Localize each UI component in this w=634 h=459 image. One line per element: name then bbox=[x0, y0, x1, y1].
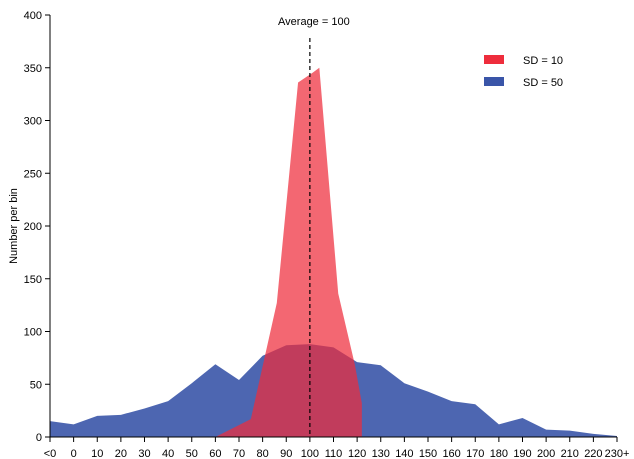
average-annotation: Average = 100 bbox=[278, 16, 350, 437]
x-tick-label: 20 bbox=[115, 448, 127, 459]
y-tick-label: 50 bbox=[30, 379, 42, 391]
x-tick-label: 50 bbox=[186, 448, 198, 459]
x-tick-label: 70 bbox=[233, 448, 245, 459]
y-tick-label: 350 bbox=[24, 63, 42, 75]
y-tick-label: 150 bbox=[24, 274, 42, 286]
y-tick-label: 400 bbox=[24, 10, 42, 22]
x-tick-label: 160 bbox=[442, 448, 460, 459]
x-tick-label: 100 bbox=[301, 448, 319, 459]
x-tick-label: 30 bbox=[138, 448, 150, 459]
y-tick-label: 0 bbox=[36, 432, 42, 444]
legend-label-sd10: SD = 10 bbox=[523, 55, 563, 67]
x-tick-label: 230+ bbox=[605, 448, 630, 459]
x-ticks: <0 0 10 20 30 40 50 60 70 80 90 100 110 120 130 140 150 1… bbox=[44, 437, 630, 459]
average-label: Average = 100 bbox=[278, 16, 350, 28]
x-tick-label: 0 bbox=[71, 448, 77, 459]
legend: SD = 10 SD = 50 bbox=[484, 55, 563, 89]
legend-label-sd50: SD = 50 bbox=[523, 77, 563, 89]
y-tick-label: 250 bbox=[24, 168, 42, 180]
x-tick-label: 220 bbox=[584, 448, 602, 459]
x-tick-label: 170 bbox=[466, 448, 484, 459]
x-tick-label: 120 bbox=[348, 448, 366, 459]
x-tick-label: 60 bbox=[209, 448, 221, 459]
legend-swatch-sd50 bbox=[484, 77, 504, 86]
y-tick-label: 100 bbox=[24, 327, 42, 339]
x-tick-label: 180 bbox=[490, 448, 508, 459]
y-axis-title: Number per bin bbox=[8, 188, 20, 264]
x-tick-label: 130 bbox=[372, 448, 390, 459]
x-tick-label: 190 bbox=[513, 448, 531, 459]
area-sd10 bbox=[215, 67, 362, 437]
y-tick-label: 200 bbox=[24, 221, 42, 233]
y-tick-label: 300 bbox=[24, 116, 42, 128]
x-tick-label: 110 bbox=[325, 448, 343, 459]
x-tick-label: 40 bbox=[162, 448, 174, 459]
legend-swatch-sd10 bbox=[484, 55, 504, 64]
x-tick-label: 80 bbox=[257, 448, 269, 459]
x-tick-label: 150 bbox=[419, 448, 437, 459]
x-tick-label: 10 bbox=[91, 448, 103, 459]
x-tick-label: 90 bbox=[280, 448, 292, 459]
x-tick-label: <0 bbox=[44, 448, 57, 459]
y-ticks: 0 50 100 150 200 250 300 350 400 bbox=[24, 10, 50, 444]
x-tick-label: 140 bbox=[395, 448, 413, 459]
x-tick-label: 200 bbox=[537, 448, 555, 459]
x-tick-label: 210 bbox=[561, 448, 579, 459]
series-areas bbox=[50, 67, 617, 437]
